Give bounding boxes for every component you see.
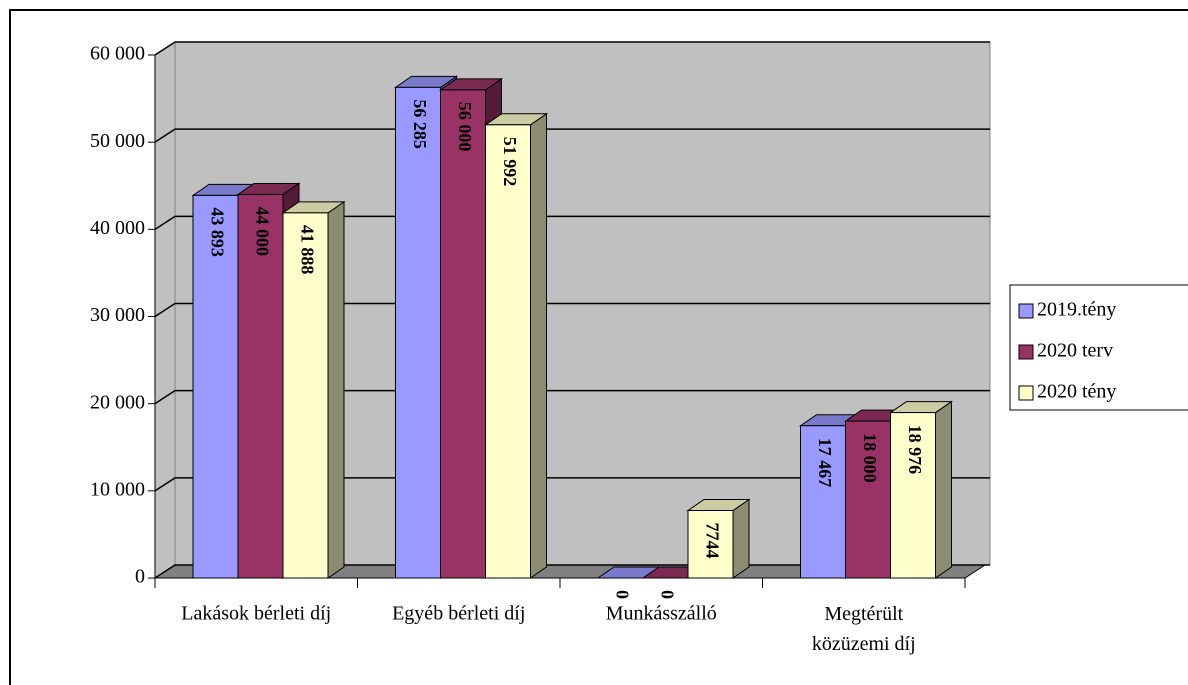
grid-line xyxy=(154,389,990,405)
value-label: 0 xyxy=(612,590,632,599)
value-label: 41 888 xyxy=(297,225,317,275)
legend-label: 2019.tény xyxy=(1037,299,1116,321)
value-label: 17 467 xyxy=(815,438,835,488)
bar-side xyxy=(732,498,750,579)
y-tick-label: 50 000 xyxy=(90,130,145,152)
legend-box xyxy=(1009,284,1188,411)
value-label: 7744 xyxy=(702,522,722,558)
legend-swatch xyxy=(1018,303,1034,319)
x-tick-label: Lakások bérleti díj xyxy=(181,603,331,625)
x-tick-label: Megtérült közüzemi díj xyxy=(812,603,916,655)
y-tick-label: 20 000 xyxy=(90,391,145,413)
grid-line xyxy=(154,477,990,492)
bar-front xyxy=(395,86,441,579)
y-tick-label: 40 000 xyxy=(90,217,145,239)
value-label: 51 992 xyxy=(500,137,520,187)
bar-front xyxy=(890,412,936,579)
bar-side xyxy=(530,112,547,579)
bar-front xyxy=(440,89,486,579)
x-tick-label: Munkásszálló xyxy=(606,603,717,625)
bar-front xyxy=(237,193,284,579)
value-label: 56 000 xyxy=(455,102,475,152)
bar-front xyxy=(485,124,531,579)
value-label: 0 xyxy=(657,590,677,599)
value-label: 56 285 xyxy=(410,99,430,149)
grid-line xyxy=(154,128,990,143)
value-label: 43 893 xyxy=(207,207,227,257)
bar-side xyxy=(935,400,952,579)
bar xyxy=(281,200,346,579)
legend: 2019.tény 2020 terv 2020 tény xyxy=(1009,284,1188,411)
bar-front xyxy=(192,194,239,579)
bar xyxy=(686,498,751,579)
grid-line xyxy=(154,302,990,318)
legend-swatch xyxy=(1018,344,1034,360)
value-label: 44 000 xyxy=(252,206,272,256)
bar-front xyxy=(845,420,891,579)
x-tick-label: Egyéb bérleti díj xyxy=(392,603,525,625)
bar-front xyxy=(800,425,846,579)
grid-line xyxy=(154,41,990,56)
value-label: 18 000 xyxy=(860,433,880,483)
y-tick-label: 60 000 xyxy=(90,43,145,65)
bar-front xyxy=(282,212,329,579)
y-tick-label: 10 000 xyxy=(90,478,145,500)
bar-side xyxy=(327,200,345,579)
legend-label: 2020 tény xyxy=(1037,381,1116,403)
bar xyxy=(483,112,549,579)
y-tick-label: 0 xyxy=(135,566,145,588)
value-label: 18 976 xyxy=(905,425,925,475)
bar xyxy=(888,400,954,579)
grid-line xyxy=(154,215,990,230)
y-tick-label: 30 000 xyxy=(90,304,145,326)
legend-label: 2020 terv xyxy=(1037,340,1113,362)
bar-front xyxy=(687,509,734,579)
legend-swatch xyxy=(1018,385,1034,401)
